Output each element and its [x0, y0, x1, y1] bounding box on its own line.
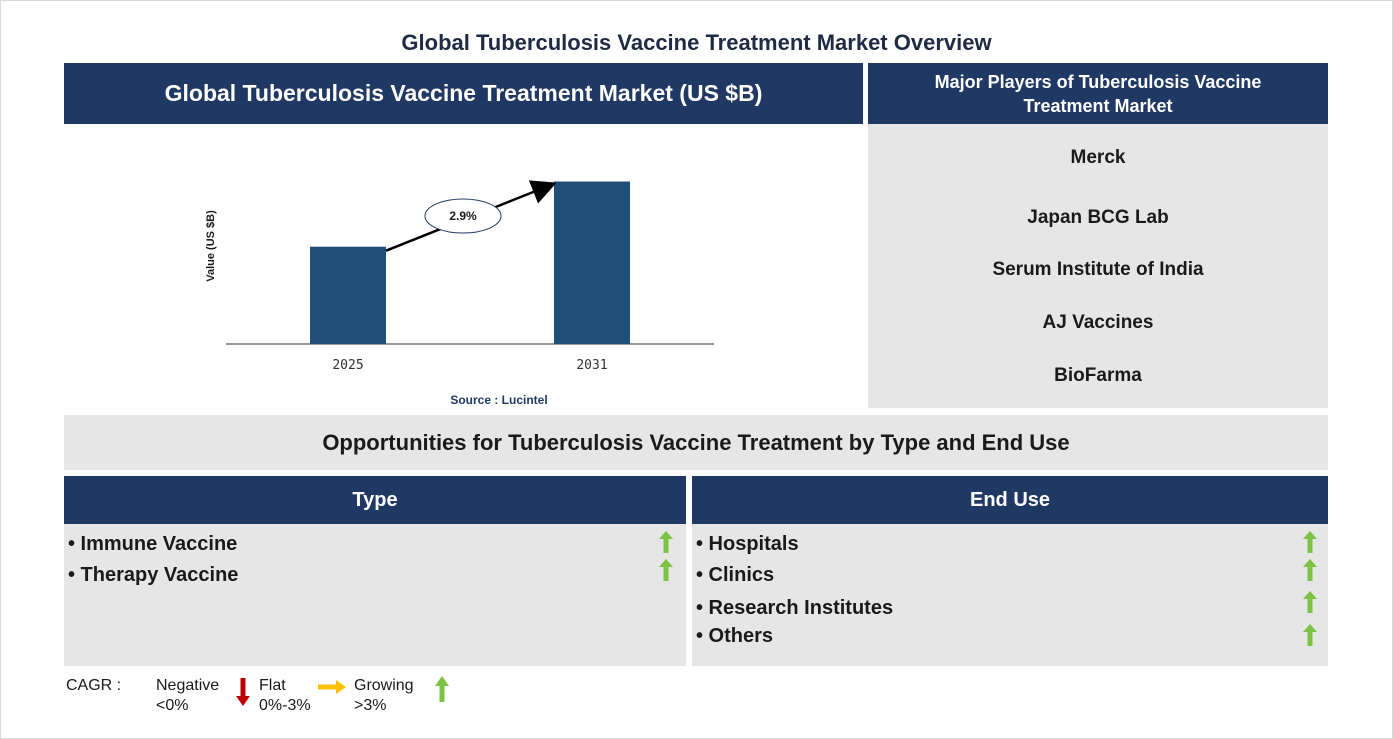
chart-header: Global Tuberculosis Vaccine Treatment Ma…	[64, 63, 863, 124]
x-tick-label: 2031	[576, 358, 607, 373]
x-tick-label: 2025	[332, 358, 363, 373]
growing-arrow-icon	[1303, 591, 1317, 613]
players-header: Major Players of Tuberculosis Vaccine Tr…	[868, 63, 1328, 124]
opportunities-banner: Opportunities for Tuberculosis Vaccine T…	[64, 415, 1328, 470]
type-panel: • Immune Vaccine • Therapy Vaccine	[64, 524, 686, 666]
negative-arrow-icon	[236, 678, 250, 706]
legend-negative-range: <0%	[156, 697, 189, 714]
bar-2025	[310, 246, 386, 344]
bar-chart: Value (US $B) 2025 2031 2.9% Source : Luc…	[205, 180, 714, 407]
growing-arrow-icon	[1303, 559, 1317, 581]
player-name: BioFarma	[1054, 365, 1142, 386]
end-use-item: • Clinics	[696, 564, 775, 586]
end-use-item: • Hospitals	[696, 533, 799, 555]
growing-arrow-icon	[659, 559, 673, 581]
type-item: • Therapy Vaccine	[68, 564, 239, 586]
player-name: Japan BCG Lab	[1027, 207, 1169, 228]
legend-negative: Negative <0%	[156, 676, 219, 716]
growing-arrow-icon	[435, 676, 449, 702]
cagr-bubble	[424, 198, 502, 234]
cagr-annotation: 2.9%	[449, 209, 477, 223]
player-name: Serum Institute of India	[992, 259, 1204, 280]
y-axis-label: Value (US $B)	[205, 210, 217, 282]
end-use-item: • Research Institutes	[696, 597, 894, 619]
chart-source: Source : Lucintel	[450, 393, 547, 407]
legend-growing-label: Growing	[354, 677, 414, 694]
legend-growing: Growing >3%	[354, 676, 414, 716]
growing-arrow-icon	[1303, 531, 1317, 553]
legend-flat: Flat 0%-3%	[259, 676, 311, 716]
players-panel: Merck Japan BCG Lab Serum Institute of I…	[868, 124, 1328, 408]
type-header: Type	[64, 476, 686, 524]
end-use-item: • Others	[696, 625, 774, 647]
end-use-header: End Use	[692, 476, 1328, 524]
growing-arrow-icon	[1303, 624, 1317, 646]
end-use-panel: • Hospitals • Clinics • Research Institu…	[692, 524, 1328, 666]
flat-arrow-icon	[318, 680, 346, 694]
page-title: Global Tuberculosis Vaccine Treatment Ma…	[401, 30, 992, 55]
legend-flat-label: Flat	[259, 677, 286, 694]
type-item: • Immune Vaccine	[68, 533, 238, 555]
legend-flat-range: 0%-3%	[259, 697, 311, 714]
legend-cagr-label: CAGR :	[66, 677, 122, 694]
growing-arrow-icon	[659, 531, 673, 553]
player-name: AJ Vaccines	[1042, 312, 1154, 333]
player-name: Merck	[1070, 147, 1126, 168]
bar-2031	[554, 181, 630, 344]
legend-growing-range: >3%	[354, 697, 387, 714]
legend-negative-label: Negative	[156, 677, 220, 694]
